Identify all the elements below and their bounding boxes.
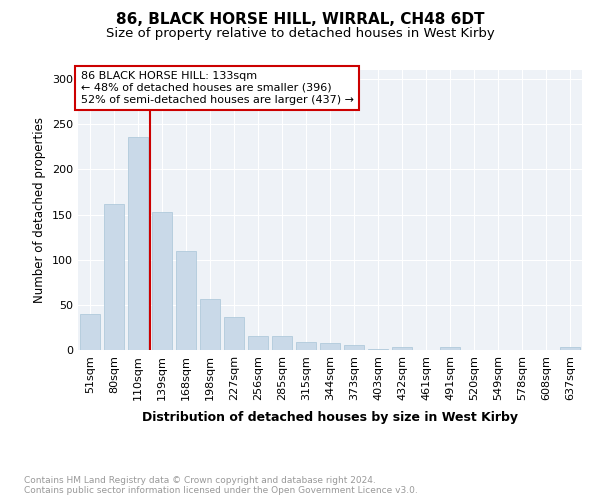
X-axis label: Distribution of detached houses by size in West Kirby: Distribution of detached houses by size … bbox=[142, 411, 518, 424]
Bar bbox=[80, 314, 100, 350]
Bar bbox=[344, 344, 364, 350]
Bar bbox=[104, 204, 124, 350]
Bar bbox=[176, 250, 196, 350]
Text: Size of property relative to detached houses in West Kirby: Size of property relative to detached ho… bbox=[106, 28, 494, 40]
Bar bbox=[440, 348, 460, 350]
Bar bbox=[248, 336, 268, 350]
Y-axis label: Number of detached properties: Number of detached properties bbox=[34, 117, 46, 303]
Bar bbox=[296, 342, 316, 350]
Text: Contains HM Land Registry data © Crown copyright and database right 2024.
Contai: Contains HM Land Registry data © Crown c… bbox=[24, 476, 418, 495]
Text: 86, BLACK HORSE HILL, WIRRAL, CH48 6DT: 86, BLACK HORSE HILL, WIRRAL, CH48 6DT bbox=[116, 12, 484, 28]
Bar bbox=[392, 348, 412, 350]
Bar bbox=[152, 212, 172, 350]
Bar bbox=[320, 343, 340, 350]
Bar bbox=[560, 348, 580, 350]
Bar bbox=[224, 318, 244, 350]
Bar bbox=[272, 336, 292, 350]
Bar bbox=[128, 137, 148, 350]
Bar bbox=[368, 349, 388, 350]
Bar bbox=[200, 298, 220, 350]
Text: 86 BLACK HORSE HILL: 133sqm
← 48% of detached houses are smaller (396)
52% of se: 86 BLACK HORSE HILL: 133sqm ← 48% of det… bbox=[80, 72, 353, 104]
